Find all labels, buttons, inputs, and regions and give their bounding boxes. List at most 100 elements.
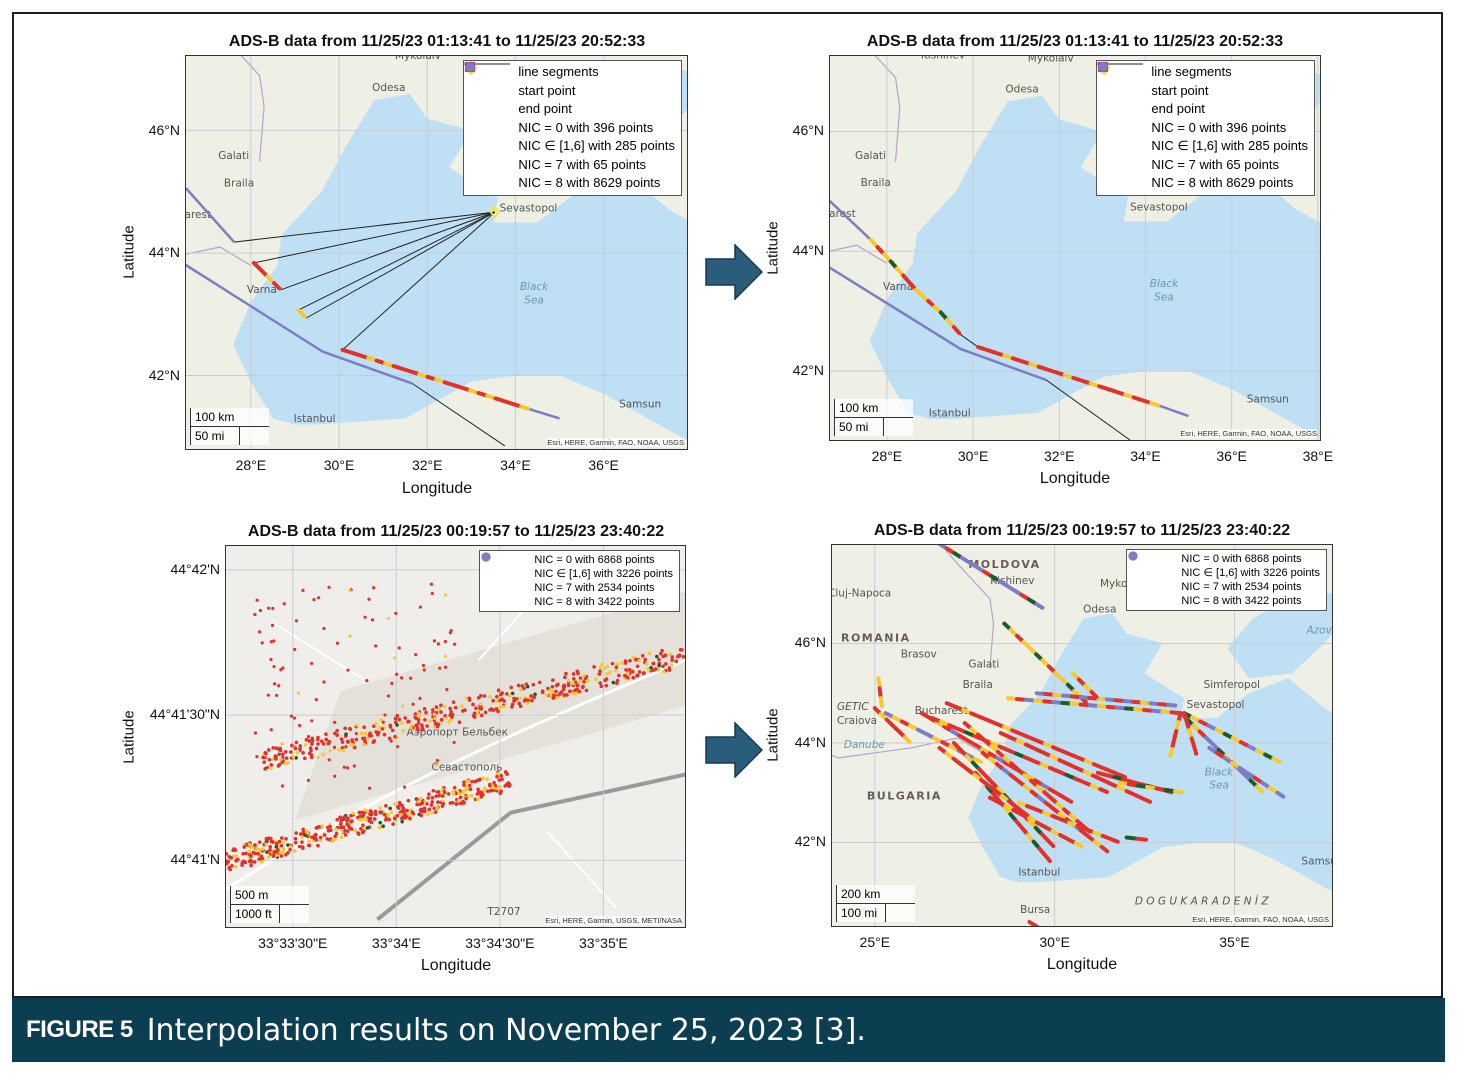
data-point-red xyxy=(678,648,683,652)
data-point-red xyxy=(423,717,427,722)
map-label: Sevastopol xyxy=(500,202,558,214)
track-point-red xyxy=(510,401,522,408)
outlier-point-red xyxy=(289,714,293,718)
data-point-red xyxy=(406,798,411,803)
track-point-red xyxy=(1046,664,1056,674)
data-point-yellow xyxy=(482,786,487,791)
track-point-red xyxy=(985,718,997,725)
data-point-red xyxy=(273,849,278,854)
x-tick-label: 28°E xyxy=(871,448,903,464)
outlier-point-red xyxy=(310,661,314,665)
data-point-red xyxy=(251,850,256,855)
data-point-red xyxy=(374,730,378,734)
panel-2-ylabel: Latitude xyxy=(764,221,782,275)
outlier-point-red xyxy=(453,642,457,646)
data-point-red xyxy=(277,752,281,757)
data-point-red xyxy=(269,836,273,841)
x-tick-label: 35°E xyxy=(1219,934,1250,950)
data-point-red xyxy=(488,782,492,787)
data-point-red xyxy=(442,790,447,795)
data-point-yellow xyxy=(669,663,674,667)
track-point-yellow xyxy=(934,720,945,728)
track-point-red xyxy=(493,396,505,403)
line-segment xyxy=(253,211,495,264)
y-tick-label: 46°N xyxy=(794,634,826,651)
data-point-green xyxy=(286,843,290,847)
panel-4-ylabel: Latitude xyxy=(764,708,782,762)
track-point-red xyxy=(1097,384,1109,391)
figure-frame xyxy=(12,12,1443,998)
data-point-red xyxy=(598,669,602,673)
data-point-red xyxy=(661,654,666,659)
data-point-red xyxy=(435,724,440,729)
legend-entry: NIC = 0 with 6868 points xyxy=(481,552,673,567)
data-point-red xyxy=(408,816,412,821)
map-label: D O G U K A R A D E N İ Z xyxy=(1135,895,1269,908)
data-point-red xyxy=(479,693,483,698)
x-tick-label: 28°E xyxy=(235,457,267,473)
track-point-red xyxy=(1019,812,1030,820)
legend-entry: NIC = 0 with 6868 points xyxy=(1128,551,1320,566)
data-point-red xyxy=(236,857,240,862)
data-point-red xyxy=(253,843,257,847)
track-point-yellow xyxy=(265,274,275,284)
track-point-red xyxy=(1014,819,1023,829)
data-point-red xyxy=(324,737,329,742)
outlier-point-red xyxy=(413,715,417,719)
outlier-point-red xyxy=(271,606,275,611)
track-point-red xyxy=(896,729,906,738)
y-tick-label: 44°N xyxy=(794,733,826,750)
map-attribution: Esri, HERE, Garmin, FAO, NOAA, USGS xyxy=(1180,429,1317,438)
data-point-yellow xyxy=(465,779,470,783)
data-point-yellow xyxy=(400,721,404,725)
panel-4-xlabel: Longitude xyxy=(1046,956,1118,973)
map-label: Sevastopol xyxy=(1187,699,1245,711)
data-point-red xyxy=(293,840,298,845)
data-point-red xyxy=(422,806,427,810)
track-point-green xyxy=(1124,835,1138,841)
data-point-red xyxy=(346,824,351,828)
track-point-yellow xyxy=(383,361,394,368)
track-point-red xyxy=(901,273,911,284)
scale-bar-label: 50 mi xyxy=(834,418,884,436)
data-point-red xyxy=(550,684,555,689)
scale-bar-label: 500 m xyxy=(230,886,309,905)
data-point-yellow xyxy=(498,785,502,789)
outlier-point-red xyxy=(435,790,439,794)
data-point-yellow xyxy=(351,811,356,816)
track-point-red xyxy=(451,382,462,390)
line-segment xyxy=(411,383,506,447)
data-point-red xyxy=(599,684,604,689)
data-point-red xyxy=(470,779,474,784)
data-point-red xyxy=(436,800,440,804)
data-point-red xyxy=(384,803,388,808)
data-point-red xyxy=(681,654,685,659)
track-point-violet xyxy=(1166,702,1178,708)
track-point-yellow xyxy=(1008,627,1018,637)
track-point-yellow xyxy=(891,715,903,723)
x-tick-label: 30°E xyxy=(323,457,355,473)
track-point-yellow xyxy=(1214,727,1226,736)
map-label: Braila xyxy=(224,177,254,189)
line-segment xyxy=(306,211,495,319)
data-point-red xyxy=(256,851,260,856)
data-point-yellow xyxy=(430,811,435,815)
y-tick-label: 46°N xyxy=(792,122,824,139)
data-point-yellow xyxy=(571,681,575,686)
line-segment xyxy=(280,211,495,291)
track-point-red xyxy=(1100,833,1112,841)
track-point-red xyxy=(947,723,958,731)
track-line xyxy=(830,199,872,241)
track-point-yellow xyxy=(1254,784,1265,794)
data-point-yellow xyxy=(300,835,304,839)
legend-label: start point xyxy=(1151,82,1209,98)
track-point-red xyxy=(1019,592,1030,601)
outlier-point-red xyxy=(314,698,318,702)
track-point-violet xyxy=(1210,741,1220,751)
outlier-point-red xyxy=(432,639,437,643)
legend-entry: NIC = 8 with 8629 points xyxy=(1098,62,1308,193)
track-point-yellow xyxy=(1083,683,1093,693)
legend-entry: NIC = 0 with 396 points xyxy=(1098,62,1308,138)
map-label: Galati xyxy=(855,150,886,162)
map-label: Kishinev xyxy=(286,56,330,59)
